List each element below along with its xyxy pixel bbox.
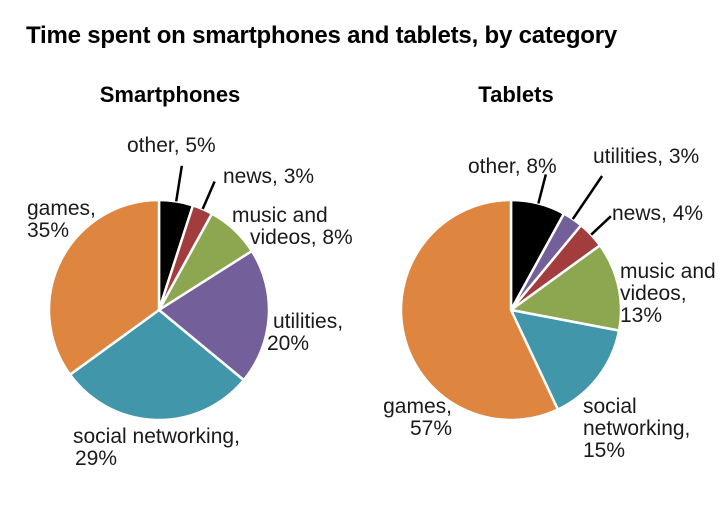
pie-subtitle-tablets: Tablets [478, 82, 554, 107]
slice-label-line: networking, [583, 417, 691, 440]
pie-0-label-social-networking: social networking, 29% [73, 426, 240, 470]
pie-0-label-other: other, 5% [127, 135, 216, 157]
pie-0-label-music-and-videos: music and videos, 8% [232, 205, 353, 249]
pie-1-label-other: other, 8% [468, 156, 557, 178]
pie-0-slice-utilities [157, 249, 271, 382]
slice-label-line: 15% [583, 439, 626, 462]
pie-1-label-games: games, 57% [377, 396, 452, 440]
slice-label-line: 13% [620, 304, 663, 327]
slice-label-line: videos, 8% [250, 226, 353, 249]
pie-1-label-news: news, 4% [612, 203, 703, 225]
pie-0-leader-line-news [201, 181, 216, 210]
slice-label-line: videos, [620, 282, 687, 305]
slice-label-line: other, 5% [127, 134, 216, 157]
slice-label-line: news, 3% [223, 165, 315, 188]
pie-0-slice-games [47, 198, 161, 376]
pie-1-slice-games [399, 198, 560, 422]
slice-label-line: social networking, [73, 425, 240, 448]
slice-label-line: 20% [267, 332, 310, 355]
pie-1-label-social-networking: social networking, 15% [583, 396, 690, 462]
chart-title: Time spent on smartphones and tablets, b… [26, 22, 618, 49]
pie-0-label-games: games, 35% [27, 198, 96, 242]
pie-1-label-music-and-videos: music and videos, 13% [620, 261, 716, 327]
slice-label-line: 29% [75, 447, 118, 470]
slice-label-line: games, [27, 197, 96, 220]
pie-1-slice-social-networking [509, 308, 621, 411]
pie-0-slice-social-networking [68, 308, 246, 422]
pie-1-leader-line-utilities [571, 175, 604, 220]
slice-label-line: games, [383, 395, 452, 418]
pie-1-leader-line-news [590, 215, 612, 236]
slice-label-line: 57% [409, 417, 452, 440]
pie-1-label-utilities: utilities, 3% [593, 146, 699, 168]
slice-label-line: 35% [27, 219, 70, 242]
pie-0-leader-line-other [174, 165, 184, 202]
slice-label-line: social [583, 395, 637, 418]
slice-label-line: news, 4% [612, 202, 704, 225]
slice-label-line: utilities, [273, 310, 344, 333]
pie-1-leader-line-other [537, 174, 548, 204]
pie-subtitle-smartphones: Smartphones [99, 82, 241, 107]
pie-0-label-news: news, 3% [223, 166, 314, 188]
slice-label-line: other, 8% [468, 155, 557, 178]
slice-label-line: music and [620, 260, 716, 283]
slice-label-line: music and [232, 204, 328, 227]
pie-1-slice-music-and-videos [509, 244, 623, 332]
slice-label-line: utilities, 3% [593, 145, 700, 168]
pie-0-label-utilities: utilities, 20% [267, 311, 343, 355]
